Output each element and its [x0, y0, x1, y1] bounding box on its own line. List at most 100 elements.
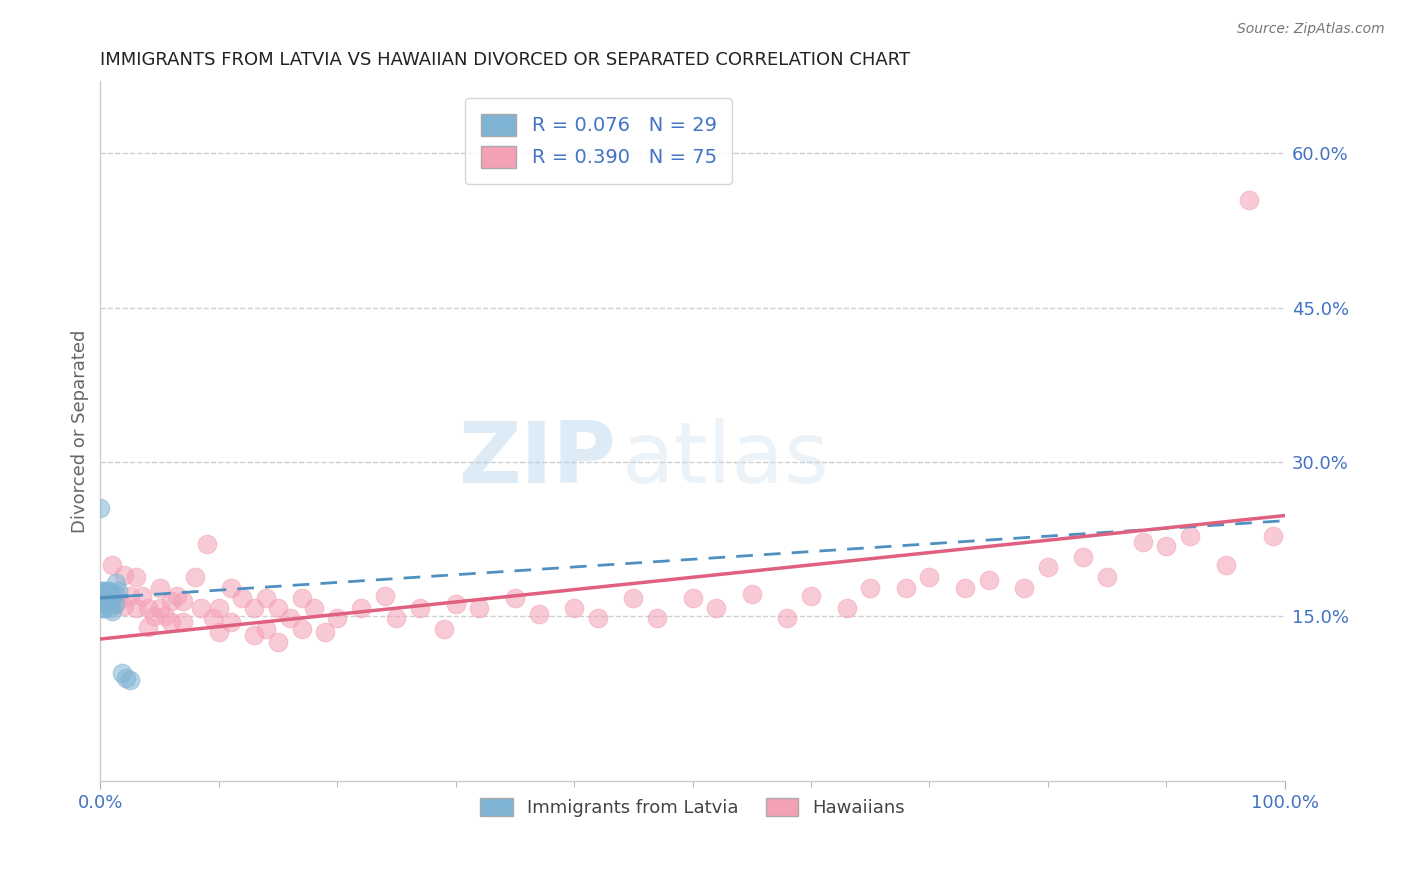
- Point: [107, 594, 129, 608]
- Point: [125, 601, 148, 615]
- Point: [100, 597, 122, 611]
- Point: [278, 611, 301, 625]
- Point: [136, 601, 159, 615]
- Y-axis label: Divorced or Separated: Divorced or Separated: [72, 329, 89, 533]
- Point: [314, 624, 336, 639]
- Point: [1132, 535, 1154, 549]
- Point: [107, 583, 129, 598]
- Point: [97, 583, 120, 598]
- Text: IMMIGRANTS FROM LATVIA VS HAWAIIAN DIVORCED OR SEPARATED CORRELATION CHART: IMMIGRANTS FROM LATVIA VS HAWAIIAN DIVOR…: [100, 51, 911, 69]
- Point: [444, 597, 467, 611]
- Point: [1215, 558, 1237, 572]
- Point: [208, 601, 231, 615]
- Point: [953, 581, 976, 595]
- Point: [219, 615, 242, 629]
- Point: [208, 624, 231, 639]
- Point: [267, 601, 290, 615]
- Point: [1261, 529, 1284, 543]
- Point: [267, 635, 290, 649]
- Point: [115, 671, 138, 685]
- Point: [160, 594, 183, 608]
- Point: [201, 611, 224, 625]
- Point: [172, 615, 194, 629]
- Point: [859, 581, 882, 595]
- Point: [1036, 560, 1059, 574]
- Point: [136, 620, 159, 634]
- Point: [142, 609, 165, 624]
- Point: [918, 570, 941, 584]
- Point: [741, 587, 763, 601]
- Point: [97, 594, 120, 608]
- Point: [243, 601, 266, 615]
- Point: [98, 601, 121, 615]
- Point: [160, 615, 183, 629]
- Point: [350, 601, 373, 615]
- Point: [374, 589, 396, 603]
- Point: [96, 583, 118, 598]
- Point: [977, 574, 1000, 588]
- Point: [90, 583, 112, 598]
- Point: [1095, 570, 1118, 584]
- Point: [433, 622, 456, 636]
- Point: [166, 589, 188, 603]
- Point: [1012, 581, 1035, 595]
- Text: Source: ZipAtlas.com: Source: ZipAtlas.com: [1237, 22, 1385, 37]
- Point: [94, 587, 117, 601]
- Point: [89, 501, 111, 516]
- Point: [148, 581, 170, 595]
- Point: [112, 599, 135, 613]
- Point: [155, 609, 177, 624]
- Point: [94, 597, 117, 611]
- Point: [131, 589, 153, 603]
- Point: [468, 601, 491, 615]
- Point: [326, 611, 349, 625]
- Point: [101, 604, 124, 618]
- Point: [111, 665, 134, 680]
- Point: [98, 591, 121, 605]
- Point: [93, 601, 115, 615]
- Point: [231, 591, 253, 605]
- Point: [704, 601, 727, 615]
- Point: [104, 576, 127, 591]
- Point: [103, 597, 125, 611]
- Text: ZIP: ZIP: [458, 417, 616, 500]
- Point: [172, 594, 194, 608]
- Point: [243, 628, 266, 642]
- Point: [776, 611, 799, 625]
- Point: [503, 591, 526, 605]
- Point: [118, 673, 141, 688]
- Point: [682, 591, 704, 605]
- Text: atlas: atlas: [621, 417, 830, 500]
- Point: [125, 570, 148, 584]
- Point: [103, 587, 125, 601]
- Point: [254, 591, 277, 605]
- Point: [112, 568, 135, 582]
- Point: [148, 601, 170, 615]
- Point: [409, 601, 432, 615]
- Point: [91, 601, 114, 615]
- Point: [184, 570, 207, 584]
- Point: [800, 589, 823, 603]
- Point: [118, 589, 141, 603]
- Point: [101, 558, 124, 572]
- Point: [96, 583, 118, 598]
- Point: [1073, 549, 1095, 564]
- Point: [90, 594, 112, 608]
- Legend: Immigrants from Latvia, Hawaiians: Immigrants from Latvia, Hawaiians: [472, 790, 912, 824]
- Point: [894, 581, 917, 595]
- Point: [291, 622, 314, 636]
- Point: [91, 583, 114, 598]
- Point: [527, 607, 550, 622]
- Point: [93, 591, 115, 605]
- Point: [1156, 540, 1178, 554]
- Point: [291, 591, 314, 605]
- Point: [302, 601, 325, 615]
- Point: [91, 594, 114, 608]
- Point: [100, 587, 122, 601]
- Point: [1237, 193, 1260, 207]
- Point: [96, 594, 118, 608]
- Point: [96, 594, 118, 608]
- Point: [645, 611, 668, 625]
- Point: [190, 601, 212, 615]
- Point: [195, 537, 218, 551]
